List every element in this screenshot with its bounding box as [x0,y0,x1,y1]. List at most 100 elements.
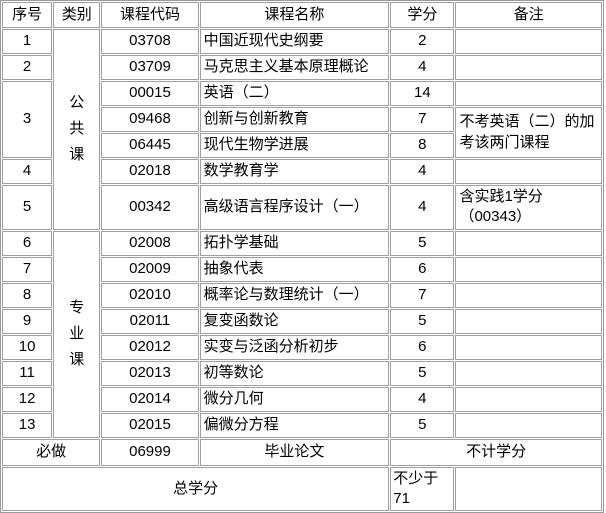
table-row: 3 00015 英语（二） 14 [2,81,602,158]
table-header-row: 序号 类别 课程代码 课程名称 学分 备注 [2,2,602,28]
name-cell: 拓扑学基础 [199,230,390,256]
code-cell: 02013 [101,360,199,386]
header-serial: 序号 [2,2,53,28]
credit-cell: 6 [390,334,455,360]
serial-cell: 6 [2,230,53,256]
name-cell: 概率论与数理统计（一） [199,282,390,308]
note-cell [455,230,602,256]
note-cell [455,334,602,360]
table-row: 2 03709 马克思主义基本原理概论 4 [2,55,602,80]
credit-cell: 8 [390,133,455,158]
table-row: 7 02009 抽象代表 6 [2,256,602,282]
header-category: 类别 [53,2,101,28]
header-note: 备注 [455,2,602,28]
name-cell: 高级语言程序设计（一） [199,185,390,230]
serial-cell: 11 [2,360,53,386]
credit-cell: 5 [390,412,455,438]
table-row: 06445 现代生物学进展 8 [2,133,602,158]
thesis-row: 必做 06999 毕业论文 不计学分 [2,438,602,466]
note-cell [455,308,602,334]
name-cell-thesis: 毕业论文 [199,438,390,466]
code-cell: 02011 [101,308,199,334]
table-row: 6 专业课 02008 拓扑学基础 5 [2,230,602,438]
credit-cell: 4 [390,386,455,412]
name-cell: 中国近现代史纲要 [199,29,390,54]
table-row: 13 02015 偏微分方程 5 [2,412,602,438]
category-cell-major: 专业课 [53,230,101,438]
code-cell: 09468 [101,107,199,132]
table-row: 10 02012 实变与泛函分析初步 6 [2,334,602,360]
credit-cell: 7 [390,282,455,308]
name-cell: 偏微分方程 [199,412,390,438]
name-cell: 复变函数论 [199,308,390,334]
total-label-cell: 总学分 [2,466,390,511]
table-row: 9 02011 复变函数论 5 [2,308,602,334]
credit-cell: 5 [390,230,455,256]
credit-cell: 6 [390,256,455,282]
note-cell [455,412,602,438]
code-cell: 06999 [101,438,199,466]
credit-cell: 5 [390,360,455,386]
thesis-credit-cell: 不计学分 [390,438,602,466]
serial-cell: 7 [2,256,53,282]
serial-cell: 1 [2,29,53,54]
category-label: 公共课 [69,94,85,164]
credit-cell: 4 [390,185,455,230]
serial-cell: 12 [2,386,53,412]
total-credit-row: 总学分 不少于71 [2,466,602,511]
code-cell: 02012 [101,334,199,360]
name-cell: 英语（二） [199,81,390,106]
serial-cell: 5 [2,185,53,230]
serial-cell: 8 [2,282,53,308]
table-row: 11 02013 初等数论 5 [2,360,602,386]
category-cell-public: 公共课 [53,29,101,230]
note-cell [455,55,602,80]
serial-cell: 3 [2,81,53,158]
note-cell [455,282,602,308]
credit-cell: 4 [390,159,455,184]
table-row: 09468 创新与创新教育 7 不考英语（二）的加考该两门课程 [2,107,602,158]
credit-cell: 5 [390,308,455,334]
code-cell: 02008 [101,230,199,256]
name-cell: 实变与泛函分析初步 [199,334,390,360]
note-cell [455,466,602,511]
code-cell: 02018 [101,159,199,184]
code-cell: 02010 [101,282,199,308]
header-course-name: 课程名称 [199,2,390,28]
credit-cell: 14 [390,81,455,106]
note-cell [455,360,602,386]
code-cell: 02014 [101,386,199,412]
serial-cell: 10 [2,334,53,360]
note-cell: 不考英语（二）的加考该两门课程 [455,107,602,158]
table-row: 4 02018 数学教育学 4 [2,159,602,184]
code-cell: 02015 [101,412,199,438]
note-cell [455,29,602,54]
header-course-code: 课程代码 [101,2,199,28]
serial-cell: 9 [2,308,53,334]
credit-cell: 7 [390,107,455,132]
code-cell: 02009 [101,256,199,282]
category-label: 专业课 [69,299,85,368]
code-cell: 00342 [101,185,199,230]
code-cell: 03708 [101,29,199,54]
serial-cell: 2 [2,55,53,80]
note-cell [455,81,602,106]
code-cell: 00015 [101,81,199,106]
credit-cell: 4 [390,55,455,80]
name-cell: 创新与创新教育 [199,107,390,132]
credit-cell: 2 [390,29,455,54]
name-cell: 现代生物学进展 [199,133,390,158]
table-row: 1 公共课 03708 中国近现代史纲要 2 [2,29,602,230]
table-row: 5 00342 高级语言程序设计（一） 4 含实践1学分（00343） [2,185,602,230]
header-credit: 学分 [390,2,455,28]
note-cell: 含实践1学分（00343） [455,185,602,230]
name-cell: 抽象代表 [199,256,390,282]
serial-cell: 4 [2,159,53,184]
code-cell: 06445 [101,133,199,158]
name-cell: 微分几何 [199,386,390,412]
total-value-cell: 不少于71 [390,466,455,511]
table-row: 8 02010 概率论与数理统计（一） 7 [2,282,602,308]
note-cell [455,386,602,412]
table-row: 12 02014 微分几何 4 [2,386,602,412]
name-cell: 马克思主义基本原理概论 [199,55,390,80]
